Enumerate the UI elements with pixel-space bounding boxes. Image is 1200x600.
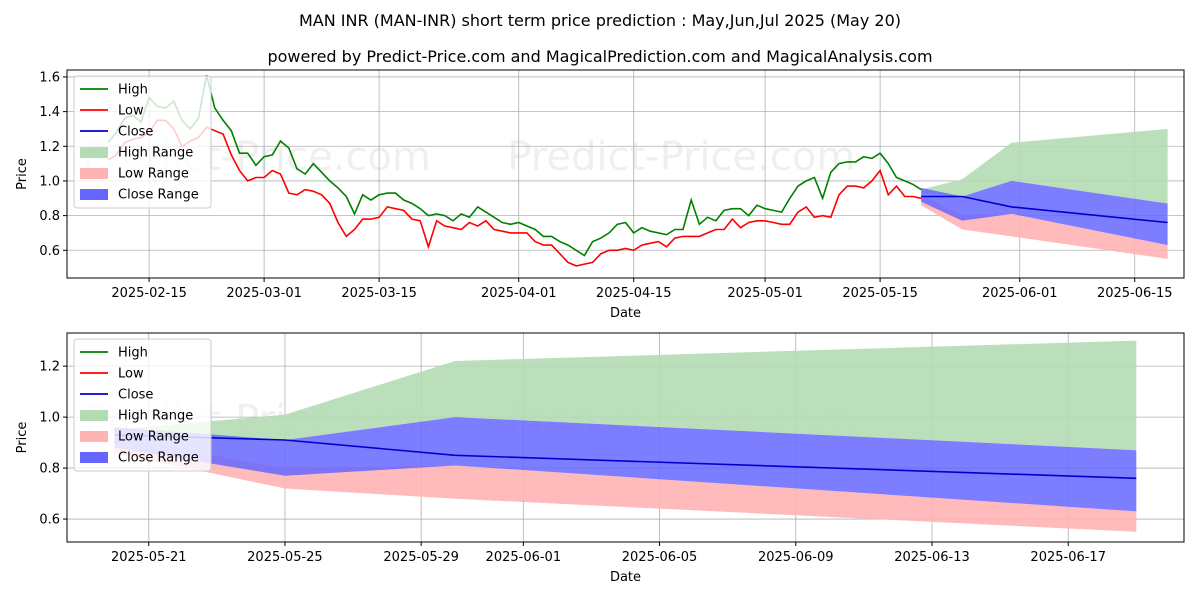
low-range-band	[921, 194, 1168, 259]
x-tick-label: 2025-05-21	[111, 550, 187, 565]
x-tick-label: 2025-03-15	[341, 286, 417, 301]
close-range-band	[114, 417, 1137, 512]
y-tick-label: 0.6	[39, 513, 60, 528]
high-range-band	[921, 128, 1168, 204]
x-tick-label: 2025-06-15	[1097, 286, 1173, 301]
x-tick-label: 2025-05-15	[842, 286, 918, 301]
y-tick-label: 1.2	[39, 140, 60, 155]
y-axis-label: Price	[15, 158, 30, 190]
legend-label: Close	[118, 388, 153, 403]
x-tick-label: 2025-05-01	[727, 286, 803, 301]
x-tick-label: 2025-06-13	[894, 550, 970, 565]
chart-title: MAN INR (MAN-INR) short term price predi…	[299, 11, 901, 30]
legend-label: Low Range	[118, 430, 189, 445]
plot-frame	[66, 69, 1185, 279]
y-tick-label: 1.0	[39, 411, 60, 426]
legend-label: Low	[118, 104, 144, 119]
y-tick-label: 1.0	[39, 174, 60, 189]
y-tick-label: 0.6	[39, 244, 60, 259]
close-range-band	[921, 180, 1168, 246]
legend-label: Low	[118, 367, 144, 382]
legend: High Low Close High Range Low Range Close Ran…	[73, 75, 212, 209]
x-tick-label: 2025-06-09	[758, 550, 834, 565]
legend-label: Close	[118, 125, 153, 140]
legend-label: Close Range	[118, 451, 199, 466]
low-line	[107, 119, 922, 267]
x-axis-label: Date	[610, 570, 641, 585]
legend-label: High Range	[118, 146, 193, 161]
y-tick-label: 1.6	[39, 70, 60, 85]
x-tick-label: 2025-06-17	[1030, 550, 1106, 565]
y-tick-label: 1.2	[39, 360, 60, 375]
legend-label: High	[118, 346, 148, 361]
watermark: Predict-Price.com	[507, 134, 855, 180]
legend-label: Low Range	[118, 167, 189, 182]
x-axis-label: Date	[610, 306, 641, 321]
x-tick-label: 2025-04-15	[596, 286, 672, 301]
x-tick-label: 2025-06-01	[982, 286, 1058, 301]
y-tick-label: 1.4	[39, 105, 60, 120]
legend-swatch	[80, 431, 108, 442]
x-tick-label: 2025-02-15	[111, 286, 187, 301]
legend-swatch	[80, 147, 108, 158]
x-tick-label: 2025-05-25	[247, 550, 323, 565]
x-tick-label: 2025-06-01	[486, 550, 562, 565]
legend-label: Close Range	[118, 188, 199, 203]
y-axis-label: Price	[15, 422, 30, 454]
legend-box	[73, 75, 212, 209]
legend-label: High	[118, 83, 148, 98]
high-range-band	[114, 340, 1137, 451]
legend: High Low Close High Range Low Range Close Ran…	[73, 338, 212, 472]
legend-swatch	[80, 410, 108, 421]
legend-label: High Range	[118, 409, 193, 424]
high-line	[107, 75, 922, 257]
y-tick-label: 0.8	[39, 209, 60, 224]
x-tick-label: 2025-06-05	[622, 550, 698, 565]
close-line	[921, 195, 1168, 224]
x-tick-label: 2025-04-01	[481, 286, 557, 301]
chart-subtitle: powered by Predict-Price.com and Magical…	[267, 47, 932, 66]
legend-box	[73, 338, 212, 472]
y-tick-label: 0.8	[39, 462, 60, 477]
legend-swatch	[80, 168, 108, 179]
x-tick-label: 2025-05-29	[383, 550, 459, 565]
legend-swatch	[80, 452, 108, 463]
plot-frame	[66, 332, 1185, 543]
legend-swatch	[80, 189, 108, 200]
x-tick-label: 2025-03-01	[226, 286, 302, 301]
low-range-band	[114, 437, 1137, 532]
